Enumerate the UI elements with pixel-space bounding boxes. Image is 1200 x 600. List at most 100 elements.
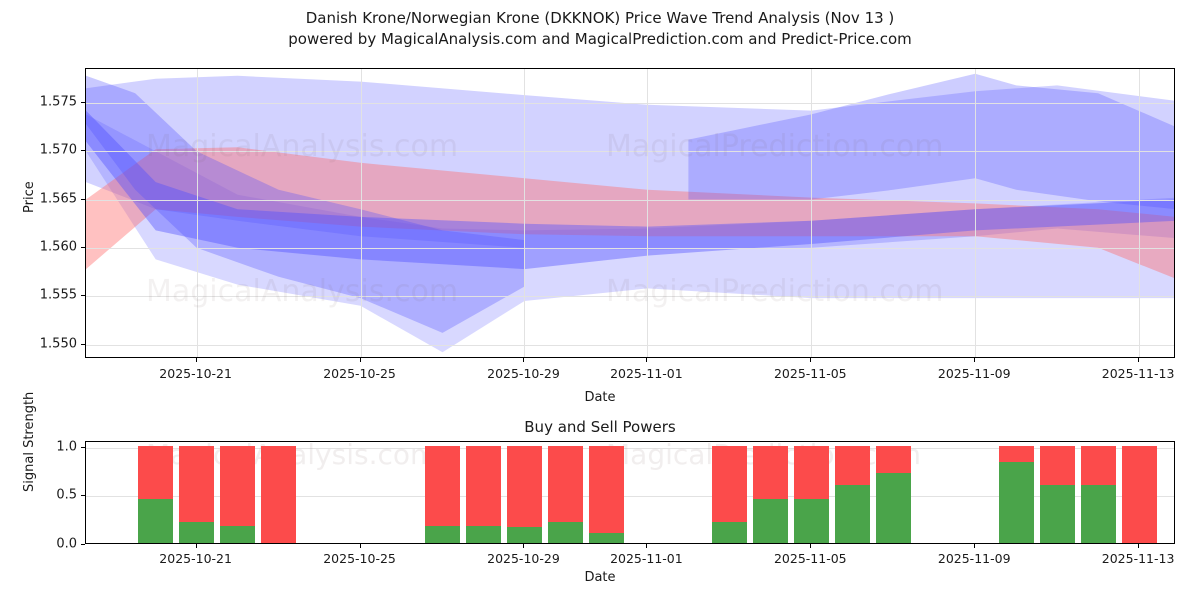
buy-power-segment (507, 527, 542, 543)
signal-bar[interactable] (466, 445, 501, 543)
price-y-tick-mark (81, 198, 85, 200)
signal-y-tick-mark (81, 495, 85, 497)
price-gridline-v-5 (975, 69, 977, 357)
signal-bar[interactable] (875, 445, 911, 543)
sell-power-segment (220, 445, 256, 527)
price-x-tick-mark (359, 358, 361, 362)
price-x-tick-label: 2025-11-13 (1101, 366, 1175, 381)
sell-power-segment (711, 445, 747, 522)
price-wave-plot-area: MagicalAnalysis.com MagicalPrediction.com… (85, 68, 1175, 358)
price-gridline-v-6 (1139, 69, 1141, 357)
signal-x-tick-label: 2025-11-13 (1101, 551, 1175, 566)
price-gridline-v-0 (196, 69, 198, 357)
signal-bar[interactable] (261, 445, 296, 543)
signal-bar[interactable] (588, 445, 624, 543)
price-x-tick-mark (523, 358, 525, 362)
price-x-tick-mark (810, 358, 812, 362)
signal-bar[interactable] (179, 445, 215, 543)
signal-x-tick-mark (1138, 544, 1140, 548)
price-band-red-band-main (86, 147, 1174, 279)
price-y-tick-mark (81, 246, 85, 248)
price-x-tick-label: 2025-11-05 (773, 366, 847, 381)
price-x-tick-label: 2025-11-01 (610, 366, 683, 381)
price-x-tick-label: 2025-10-21 (159, 366, 232, 381)
signal-bar[interactable] (711, 445, 747, 543)
price-gridline-v-4 (811, 69, 813, 357)
signal-x-tick-label: 2025-10-29 (487, 551, 560, 566)
signal-bar[interactable] (998, 445, 1034, 543)
sell-power-segment (752, 445, 788, 500)
price-band-blue-lower-broad (86, 114, 1174, 353)
price-y-tick-label: 1.555 (39, 287, 77, 303)
signal-bar[interactable] (548, 445, 583, 543)
price-x-tick-mark (1138, 358, 1140, 362)
sell-power-segment (1039, 445, 1075, 485)
signal-x-tick-label: 2025-11-01 (610, 551, 683, 566)
price-x-tick-label: 2025-10-25 (323, 366, 396, 381)
buy-power-segment (1039, 484, 1075, 543)
signal-y-tick-label: 1.0 (56, 439, 77, 455)
price-band-blue-dip-left (86, 75, 525, 333)
signal-bar[interactable] (793, 445, 829, 543)
signal-x-tick-mark (646, 544, 648, 548)
signal-x-tick-label: 2025-10-25 (323, 551, 396, 566)
price-y-tick-label: 1.565 (39, 191, 77, 206)
price-gridline-h-5 (86, 102, 1174, 104)
price-x-tick-mark (974, 358, 976, 362)
signal-bar[interactable] (425, 445, 460, 543)
price-gridline-h-0 (86, 344, 1174, 346)
page-title-line-2: powered by MagicalAnalysis.com and Magic… (288, 30, 912, 48)
buy-power-segment (752, 499, 788, 543)
signal-bar[interactable] (834, 445, 870, 543)
sell-power-segment (425, 445, 460, 527)
price-x-tick-label: 2025-11-09 (937, 366, 1011, 381)
sell-power-segment (1080, 445, 1116, 485)
buy-power-segment (220, 526, 256, 543)
price-y-axis-ticks: 1.550 1.555 1.560 1.565 1.570 1.575 (3, 68, 85, 358)
signal-y-tick-mark (81, 446, 85, 448)
signal-y-tick-label: 0.0 (56, 536, 77, 552)
signal-bar[interactable] (1039, 445, 1075, 543)
signal-x-tick-mark (195, 544, 197, 548)
buy-power-segment (466, 526, 501, 543)
sell-power-segment (179, 445, 215, 522)
signal-bar[interactable] (1080, 445, 1116, 543)
sell-power-segment (588, 445, 624, 534)
signal-y-axis-label: Signal Strength (22, 391, 37, 492)
buy-power-segment (548, 521, 583, 543)
signal-x-tick-mark (359, 544, 361, 548)
buy-power-segment (179, 521, 215, 543)
sell-power-segment (998, 445, 1034, 463)
signal-title-block: Buy and Sell Powers (0, 418, 1200, 436)
price-y-tick-label: 1.575 (39, 94, 77, 110)
sell-power-segment (875, 445, 911, 474)
buy-power-segment (793, 499, 829, 543)
price-band-blue-peak-right (688, 73, 1174, 209)
buy-power-segment (875, 473, 911, 543)
buy-power-segment (425, 526, 460, 543)
signal-bar[interactable] (138, 445, 174, 543)
price-wave-bands (86, 73, 1174, 353)
signal-gridline-h-2 (86, 447, 1174, 449)
price-x-tick-label: 2025-10-29 (487, 366, 560, 381)
signal-x-tick-label: 2025-11-05 (773, 551, 847, 566)
sell-power-segment (138, 445, 174, 500)
price-gridline-v-3 (647, 69, 649, 357)
signal-bar[interactable] (1121, 445, 1157, 543)
signal-y-tick-mark (81, 544, 85, 545)
signal-bar[interactable] (220, 445, 256, 543)
signal-bar[interactable] (507, 445, 542, 543)
signal-x-axis-label: Date (584, 570, 616, 585)
signal-x-tick-mark (974, 544, 976, 548)
price-gridline-h-2 (86, 247, 1174, 249)
signal-x-tick-label: 2025-11-09 (937, 551, 1011, 566)
sell-power-segment (466, 445, 501, 527)
page-title-line-1: Danish Krone/Norwegian Krone (DKKNOK) Pr… (305, 9, 895, 27)
signal-chart-title: Buy and Sell Powers (524, 418, 676, 436)
signal-bar[interactable] (752, 445, 788, 543)
price-y-tick-label: 1.570 (39, 142, 77, 158)
buy-power-segment (1080, 484, 1116, 543)
signal-y-tick-label: 0.5 (56, 487, 77, 503)
signal-x-tick-mark (810, 544, 812, 548)
